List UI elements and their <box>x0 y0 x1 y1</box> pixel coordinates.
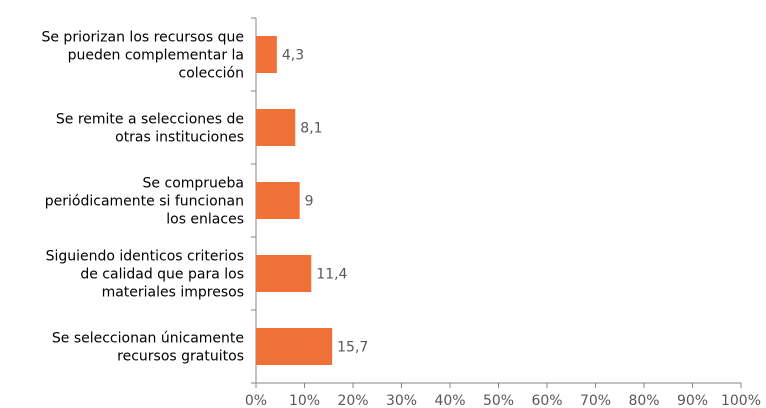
category-label: recursos gratuitos <box>117 349 244 365</box>
x-tick-label: 10% <box>289 393 320 408</box>
category-label: materiales impresos <box>102 285 244 301</box>
data-label: 15,7 <box>337 340 368 356</box>
bar <box>256 109 296 146</box>
x-tick-label: 80% <box>628 393 659 408</box>
data-label: 4,3 <box>282 48 304 64</box>
category-label: Se remite a selecciones de <box>56 112 244 128</box>
category-label: Se priorizan los recursos que <box>41 30 244 46</box>
category-label: pueden complementar la <box>68 48 244 64</box>
x-tick-label: 90% <box>677 393 708 408</box>
category-label: Siguiendo identicos criterios <box>46 249 244 265</box>
category-label: otras instituciones <box>115 130 244 146</box>
bar <box>256 255 312 292</box>
x-tick-label: 40% <box>434 393 465 408</box>
category-label: periódicamente si funcionan <box>45 194 244 210</box>
category-label: los enlaces <box>166 212 244 228</box>
bar <box>256 36 277 73</box>
category-label: colección <box>179 66 245 82</box>
data-label: 8,1 <box>300 121 322 137</box>
data-label: 11,4 <box>316 267 347 283</box>
x-tick-label: 0% <box>245 393 267 408</box>
x-tick-label: 20% <box>337 393 368 408</box>
x-tick-label: 100% <box>721 393 761 408</box>
x-tick-label: 60% <box>531 393 562 408</box>
category-label: de calidad que para los <box>80 267 244 283</box>
category-label: Se seleccionan únicamente <box>52 331 244 347</box>
x-tick-label: 50% <box>483 393 514 408</box>
x-tick-label: 70% <box>580 393 611 408</box>
data-label: 9 <box>305 194 314 210</box>
bar <box>256 328 333 365</box>
bar <box>256 182 300 219</box>
x-tick-label: 30% <box>386 393 417 408</box>
category-label: Se comprueba <box>143 176 244 192</box>
